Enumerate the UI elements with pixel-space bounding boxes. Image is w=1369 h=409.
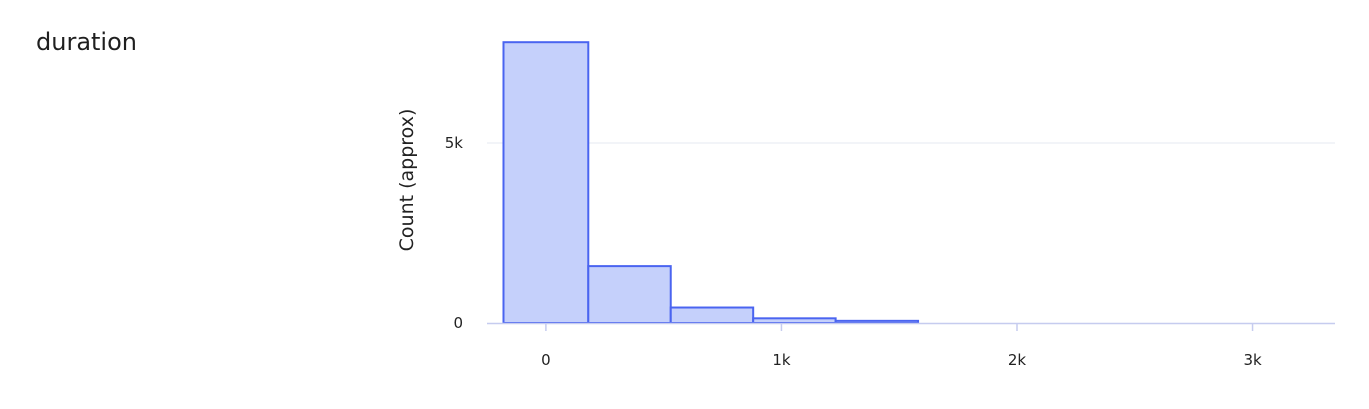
y-tick-label-1: 5k xyxy=(445,134,464,152)
field-name-label: duration xyxy=(36,28,137,56)
histogram-bars xyxy=(502,41,920,325)
y-axis-ticks: 0 5k xyxy=(445,134,464,332)
x-tick-label-0: 0 xyxy=(541,351,551,369)
y-tick-label-0: 0 xyxy=(453,314,463,332)
histogram-bar-0[interactable] xyxy=(502,41,590,324)
x-axis-ticks: 0 1k 2k 3k xyxy=(541,323,1262,369)
histogram-bar-3[interactable] xyxy=(752,317,837,325)
y-axis-title: Count (approx) xyxy=(396,109,418,252)
histogram-bar-2[interactable] xyxy=(669,306,755,324)
x-tick-label-2: 2k xyxy=(1008,351,1027,369)
x-tick-label-3: 3k xyxy=(1243,351,1262,369)
histogram-bar-1[interactable] xyxy=(587,265,672,324)
histogram-bar-4[interactable] xyxy=(834,319,920,324)
x-tick-label-1: 1k xyxy=(772,351,791,369)
